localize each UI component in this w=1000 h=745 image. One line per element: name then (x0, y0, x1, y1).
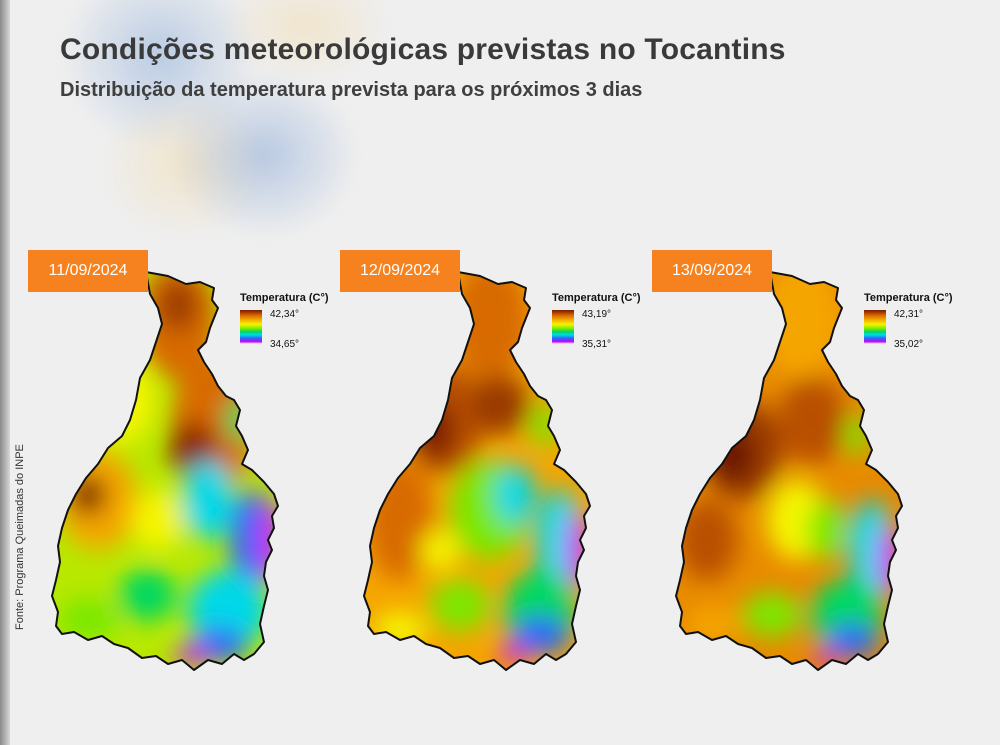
legend-min-value: 35,02° (894, 339, 924, 350)
legend-min-value: 34,65° (270, 339, 300, 350)
temperature-legend: Temperatura (C°) 42,31° 35,02° (864, 292, 984, 352)
page-title: Condições meteorológicas previstas no To… (60, 33, 786, 66)
temperature-legend: Temperatura (C°) 43,19° 35,31° (552, 292, 672, 352)
legend-color-scale (864, 310, 886, 344)
legend-color-scale (240, 310, 262, 344)
forecast-panel-day2: 12/09/2024 (340, 250, 670, 690)
legend-title: Temperatura (C°) (552, 292, 641, 304)
legend-max-value: 42,34° (270, 309, 300, 320)
legend-max-value: 42,31° (894, 309, 924, 320)
date-badge: 13/09/2024 (652, 250, 772, 292)
source-credit: Fonte: Programa Queimadas do INPE (14, 444, 26, 630)
legend-max-value: 43,19° (582, 309, 612, 320)
legend-title: Temperatura (C°) (864, 292, 953, 304)
date-badge: 12/09/2024 (340, 250, 460, 292)
forecast-panel-day3: 13/09/2024 Tempe (652, 250, 982, 690)
legend-title: Temperatura (C°) (240, 292, 329, 304)
date-badge: 11/09/2024 (28, 250, 148, 292)
page-subtitle: Distribuição da temperatura prevista par… (60, 79, 643, 101)
legend-min-value: 35,31° (582, 339, 612, 350)
forecast-panel-day1: 11/09/2024 (28, 250, 358, 690)
legend-color-scale (552, 310, 574, 344)
temperature-map (51, 271, 279, 671)
screen-edge (0, 0, 10, 745)
temperature-legend: Temperatura (C°) 42,34° 34,65° (240, 292, 360, 352)
